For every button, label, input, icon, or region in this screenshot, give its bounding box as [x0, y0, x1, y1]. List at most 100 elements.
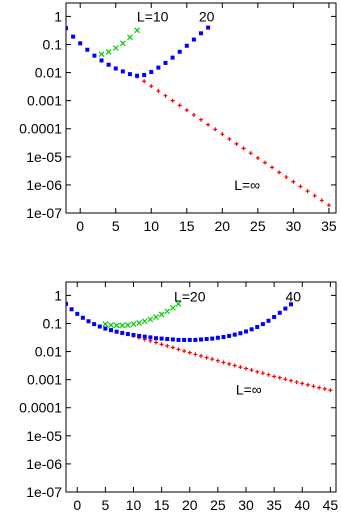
- data-point: [317, 385, 322, 390]
- data-point: [75, 311, 80, 316]
- x-tick-label: 20: [215, 218, 231, 234]
- data-point: [170, 55, 175, 60]
- data-point: [248, 151, 253, 156]
- data-point: [289, 378, 293, 383]
- data-point: [71, 34, 76, 39]
- x-tick-label: 20: [182, 497, 198, 513]
- data-point: [131, 332, 136, 337]
- data-point: [312, 193, 317, 198]
- data-point: [177, 103, 182, 108]
- data-point: [270, 165, 275, 170]
- data-point: [108, 322, 114, 328]
- data-point: [142, 72, 147, 77]
- data-point: [283, 306, 288, 311]
- data-point: [142, 334, 147, 339]
- data-point: [227, 362, 232, 367]
- x-tick-label: 10: [143, 218, 159, 234]
- data-point: [175, 300, 182, 307]
- data-point: [147, 316, 154, 323]
- data-point: [210, 357, 215, 362]
- data-point: [221, 360, 226, 365]
- data-point: [260, 371, 265, 376]
- data-point: [124, 322, 131, 328]
- data-point: [165, 343, 170, 348]
- data-point: [177, 49, 182, 54]
- y-tick-label: 1e-05: [26, 428, 62, 444]
- data-point: [92, 322, 97, 327]
- data-point: [165, 337, 170, 342]
- data-point: [213, 127, 218, 132]
- data-point: [244, 366, 248, 371]
- data-point: [170, 337, 175, 342]
- data-point: [92, 53, 97, 58]
- y-tick-label: 1e-06: [26, 177, 62, 193]
- data-point: [220, 132, 225, 137]
- data-point: [277, 375, 282, 380]
- data-point: [249, 368, 254, 373]
- data-point: [106, 62, 111, 67]
- annotation-label: L=20: [174, 289, 206, 305]
- data-point: [204, 337, 209, 342]
- data-point: [277, 170, 282, 175]
- x-tick-label: 25: [250, 218, 266, 234]
- y-tick-label: 0.01: [35, 344, 62, 360]
- y-tick-label: 1: [54, 287, 62, 303]
- data-point: [305, 382, 310, 387]
- data-point: [191, 37, 196, 42]
- data-point: [97, 324, 102, 329]
- data-point: [112, 45, 119, 51]
- data-point: [284, 175, 289, 180]
- data-point: [294, 380, 299, 385]
- data-point: [148, 335, 153, 340]
- data-point: [130, 321, 137, 328]
- data-point: [266, 372, 271, 377]
- y-tick-label: 0.1: [43, 315, 63, 331]
- top-panel: 0 5 10 15 20 25 30 35 1 0.1 0.01 0.001 0.0001 1e-05 1e…: [19, 2, 337, 234]
- data-point: [215, 358, 220, 363]
- y-tick-label: 1e-05: [26, 149, 62, 165]
- data-point: [319, 198, 324, 203]
- y-tick-label: 0.0001: [19, 400, 62, 416]
- data-point: [170, 98, 175, 103]
- data-point: [215, 335, 220, 340]
- x-tick-label: 30: [238, 497, 254, 513]
- data-point: [78, 41, 83, 46]
- data-point: [221, 335, 226, 340]
- data-point: [125, 332, 130, 337]
- x-tick-label: 35: [266, 497, 282, 513]
- data-point: [210, 336, 215, 341]
- data-point: [98, 51, 105, 58]
- data-point: [127, 72, 132, 77]
- data-point: [182, 348, 187, 353]
- data-point: [109, 328, 113, 333]
- data-point: [66, 26, 68, 31]
- data-point: [187, 337, 192, 342]
- data-point: [255, 324, 260, 329]
- data-point: [272, 374, 277, 379]
- x-tick-label: 5: [101, 497, 109, 513]
- data-point: [193, 337, 198, 342]
- data-point: [85, 47, 90, 52]
- x-tick-label: 30: [286, 218, 302, 234]
- data-point: [99, 58, 104, 63]
- annotation-label: 40: [285, 289, 301, 305]
- data-point: [244, 329, 248, 334]
- y-tick-label: 1e-07: [26, 205, 62, 221]
- data-point: [159, 342, 164, 347]
- x-tick-label: 10: [126, 497, 142, 513]
- data-point: [300, 381, 305, 386]
- data-point: [199, 353, 203, 358]
- data-point: [86, 319, 91, 324]
- data-point: [311, 384, 316, 389]
- data-point: [119, 322, 126, 329]
- data-point: [163, 60, 168, 65]
- data-point: [206, 122, 211, 127]
- data-point: [127, 34, 133, 41]
- data-point: [291, 179, 296, 184]
- data-point: [158, 311, 165, 318]
- data-point: [322, 386, 327, 391]
- x-tick-label: 25: [210, 497, 226, 513]
- data-point: [255, 155, 260, 160]
- data-point: [135, 73, 140, 78]
